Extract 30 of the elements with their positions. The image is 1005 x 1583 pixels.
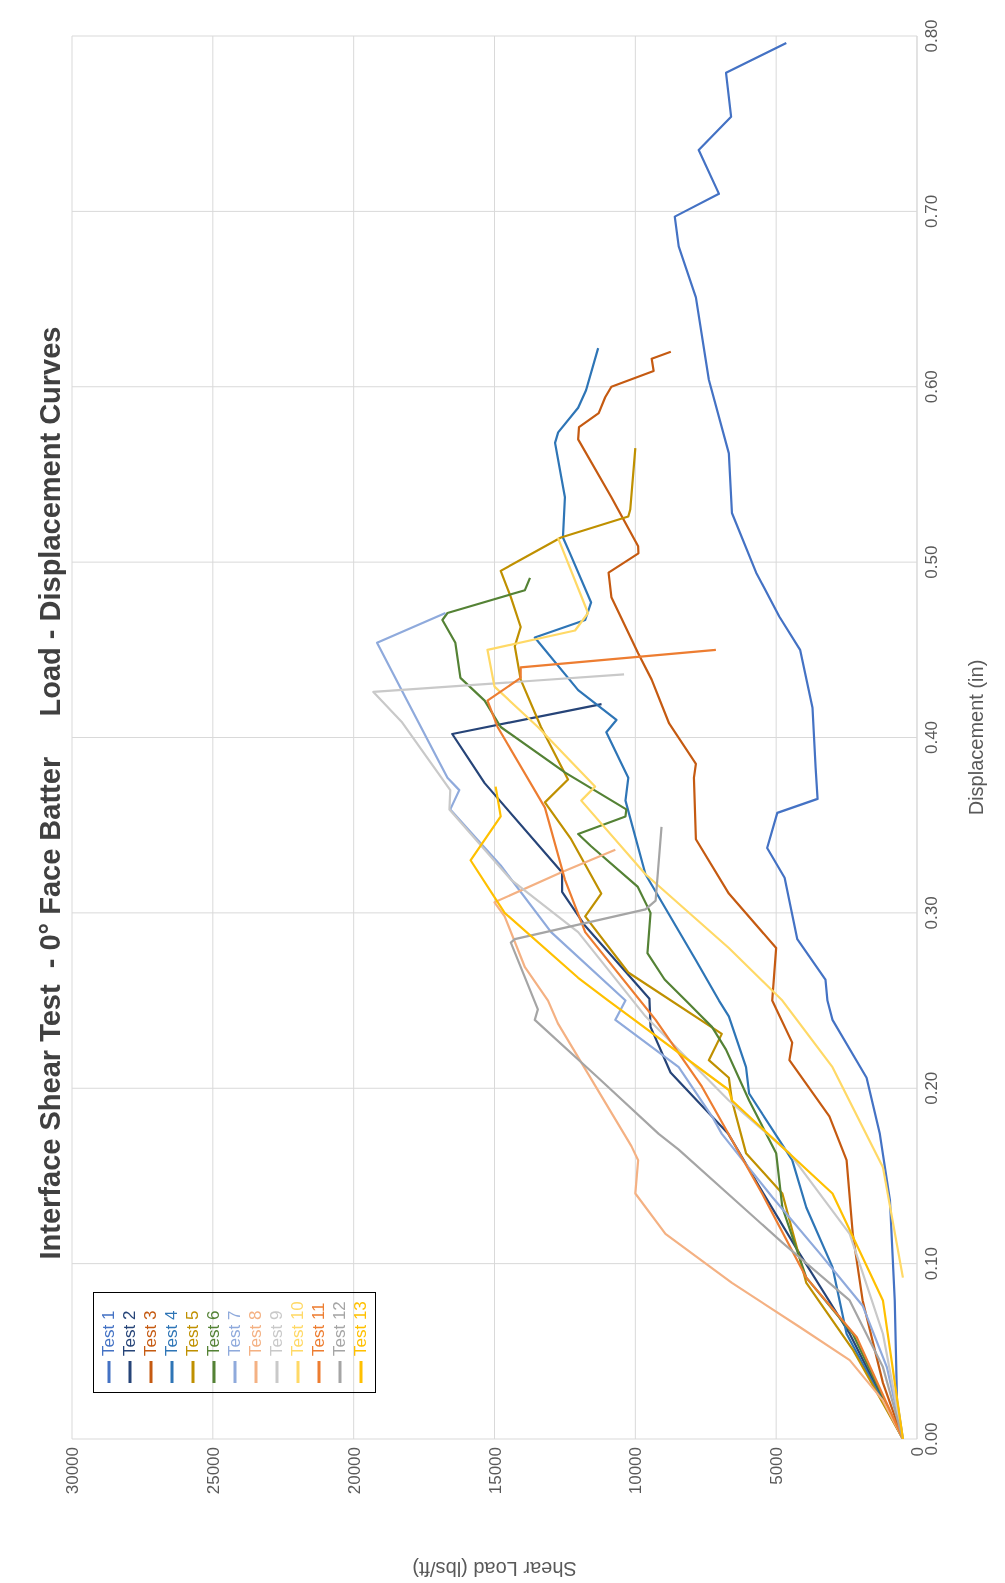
text: Test 3 [140,1310,161,1356]
x-tick-label: 5000 [767,1447,787,1485]
y-tick-label: 0.30 [922,896,942,930]
y-tick-label: 0.10 [922,1247,942,1281]
x-tick-label: 15000 [485,1447,505,1495]
x-tick-label: 20000 [344,1447,364,1495]
text: Test 13 [350,1301,371,1356]
text: Test 11 [308,1302,329,1356]
x-tick-label: 30000 [63,1447,83,1495]
text: Test 10 [287,1301,308,1356]
y-tick-label: 0.40 [922,720,942,755]
x-tick-label: 10000 [626,1447,646,1495]
text: Test 2 [119,1310,140,1356]
y-tick-label: 0.50 [922,545,942,579]
x-axis-title: Shear Load (lbs/ft) [412,1557,577,1580]
text: Test 12 [329,1301,350,1356]
x-tick-label: 25000 [203,1447,223,1495]
text: Test 8 [245,1310,266,1356]
y-tick-label: 0.20 [922,1071,942,1105]
line-series [486,536,905,1279]
text: Test 4 [161,1310,182,1356]
text: Test 6 [203,1310,224,1356]
text: Interface Shear Test - 0° Face Batter Load - Displacement Curves [34,325,67,1262]
y-tick-label: 0.70 [922,194,942,228]
text: Test 5 [182,1310,203,1356]
y-axis-title: Displacement (in) [965,659,987,816]
text: Test 1 [98,1310,119,1356]
y-tick-label: 0.60 [922,370,942,404]
y-tick-label: 0.80 [922,19,942,53]
text: Test 7 [224,1310,245,1356]
